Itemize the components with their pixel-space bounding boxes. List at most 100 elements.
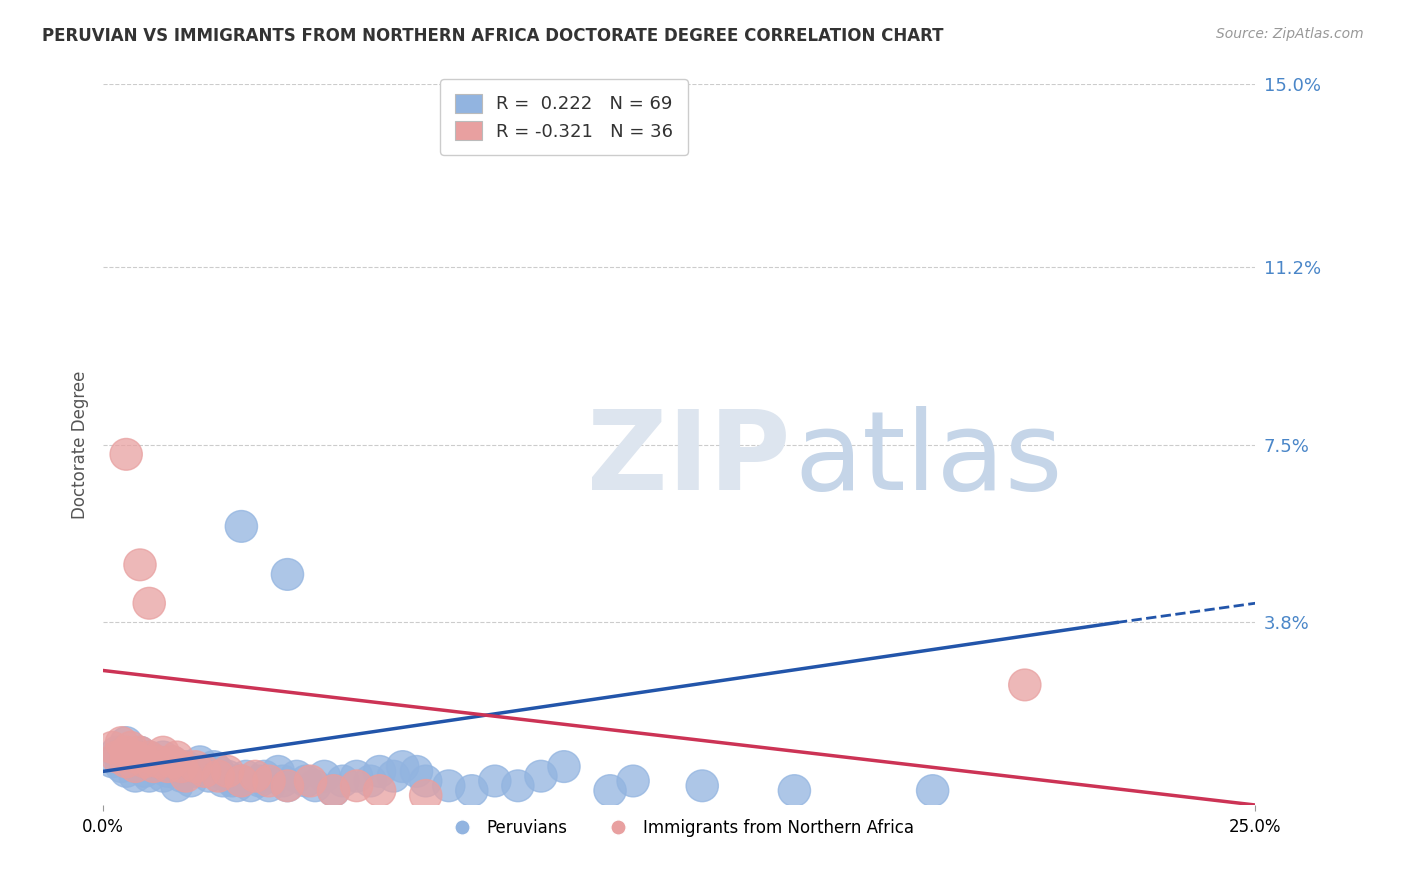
Ellipse shape <box>249 760 281 792</box>
Ellipse shape <box>142 746 174 778</box>
Ellipse shape <box>225 765 257 797</box>
Ellipse shape <box>211 756 243 788</box>
Ellipse shape <box>156 746 188 778</box>
Ellipse shape <box>115 731 146 764</box>
Ellipse shape <box>124 736 156 768</box>
Ellipse shape <box>110 439 142 470</box>
Ellipse shape <box>409 765 441 797</box>
Ellipse shape <box>409 780 441 812</box>
Ellipse shape <box>110 746 142 778</box>
Ellipse shape <box>110 756 142 788</box>
Ellipse shape <box>308 760 340 792</box>
Ellipse shape <box>262 756 294 788</box>
Ellipse shape <box>96 731 128 764</box>
Ellipse shape <box>170 760 202 792</box>
Ellipse shape <box>281 760 312 792</box>
Ellipse shape <box>294 765 326 797</box>
Ellipse shape <box>253 770 285 802</box>
Ellipse shape <box>225 765 257 797</box>
Ellipse shape <box>134 741 166 772</box>
Ellipse shape <box>152 756 184 788</box>
Ellipse shape <box>340 760 373 792</box>
Ellipse shape <box>271 558 304 591</box>
Ellipse shape <box>354 765 387 797</box>
Ellipse shape <box>364 775 395 806</box>
Ellipse shape <box>364 756 395 788</box>
Ellipse shape <box>120 751 152 782</box>
Ellipse shape <box>188 756 221 788</box>
Ellipse shape <box>198 751 229 782</box>
Ellipse shape <box>686 770 718 802</box>
Ellipse shape <box>502 770 534 802</box>
Ellipse shape <box>124 549 156 581</box>
Ellipse shape <box>160 741 193 772</box>
Ellipse shape <box>478 765 510 797</box>
Ellipse shape <box>524 760 557 792</box>
Ellipse shape <box>387 751 419 782</box>
Ellipse shape <box>105 751 138 782</box>
Ellipse shape <box>202 756 235 788</box>
Ellipse shape <box>401 756 433 788</box>
Ellipse shape <box>179 751 211 782</box>
Ellipse shape <box>166 760 198 792</box>
Ellipse shape <box>617 765 650 797</box>
Ellipse shape <box>217 765 249 797</box>
Ellipse shape <box>128 756 160 788</box>
Ellipse shape <box>779 775 810 806</box>
Ellipse shape <box>318 775 350 806</box>
Ellipse shape <box>243 765 276 797</box>
Ellipse shape <box>101 741 134 772</box>
Ellipse shape <box>124 736 156 768</box>
Ellipse shape <box>101 736 134 768</box>
Text: ZIP: ZIP <box>588 406 790 513</box>
Ellipse shape <box>156 746 188 778</box>
Ellipse shape <box>134 587 166 619</box>
Ellipse shape <box>160 770 193 802</box>
Ellipse shape <box>128 746 160 778</box>
Ellipse shape <box>96 746 128 778</box>
Text: atlas: atlas <box>794 406 1063 513</box>
Ellipse shape <box>326 765 359 797</box>
Ellipse shape <box>105 727 138 758</box>
Ellipse shape <box>318 775 350 806</box>
Ellipse shape <box>166 751 198 782</box>
Ellipse shape <box>146 736 179 768</box>
Ellipse shape <box>225 510 257 542</box>
Ellipse shape <box>134 760 166 792</box>
Ellipse shape <box>188 756 221 788</box>
Ellipse shape <box>110 736 142 768</box>
Ellipse shape <box>142 751 174 782</box>
Ellipse shape <box>433 770 465 802</box>
Ellipse shape <box>120 760 152 792</box>
Ellipse shape <box>115 741 146 772</box>
Text: PERUVIAN VS IMMIGRANTS FROM NORTHERN AFRICA DOCTORATE DEGREE CORRELATION CHART: PERUVIAN VS IMMIGRANTS FROM NORTHERN AFR… <box>42 27 943 45</box>
Ellipse shape <box>299 770 332 802</box>
Ellipse shape <box>207 765 239 797</box>
Ellipse shape <box>271 770 304 802</box>
Text: Source: ZipAtlas.com: Source: ZipAtlas.com <box>1216 27 1364 41</box>
Ellipse shape <box>593 775 626 806</box>
Ellipse shape <box>253 765 285 797</box>
Ellipse shape <box>239 760 271 792</box>
Ellipse shape <box>146 760 179 792</box>
Ellipse shape <box>229 760 262 792</box>
Ellipse shape <box>138 751 170 782</box>
Ellipse shape <box>267 765 299 797</box>
Ellipse shape <box>340 770 373 802</box>
Ellipse shape <box>184 746 217 778</box>
Ellipse shape <box>128 746 160 778</box>
Ellipse shape <box>271 770 304 802</box>
Ellipse shape <box>917 775 949 806</box>
Ellipse shape <box>120 751 152 782</box>
Ellipse shape <box>235 770 267 802</box>
Ellipse shape <box>456 775 488 806</box>
Ellipse shape <box>179 756 211 788</box>
Ellipse shape <box>120 741 152 772</box>
Ellipse shape <box>202 760 235 792</box>
Ellipse shape <box>174 765 207 797</box>
Ellipse shape <box>138 746 170 778</box>
Ellipse shape <box>152 751 184 782</box>
Legend: Peruvians, Immigrants from Northern Africa: Peruvians, Immigrants from Northern Afri… <box>439 813 920 844</box>
Ellipse shape <box>221 770 253 802</box>
Ellipse shape <box>1008 669 1040 701</box>
